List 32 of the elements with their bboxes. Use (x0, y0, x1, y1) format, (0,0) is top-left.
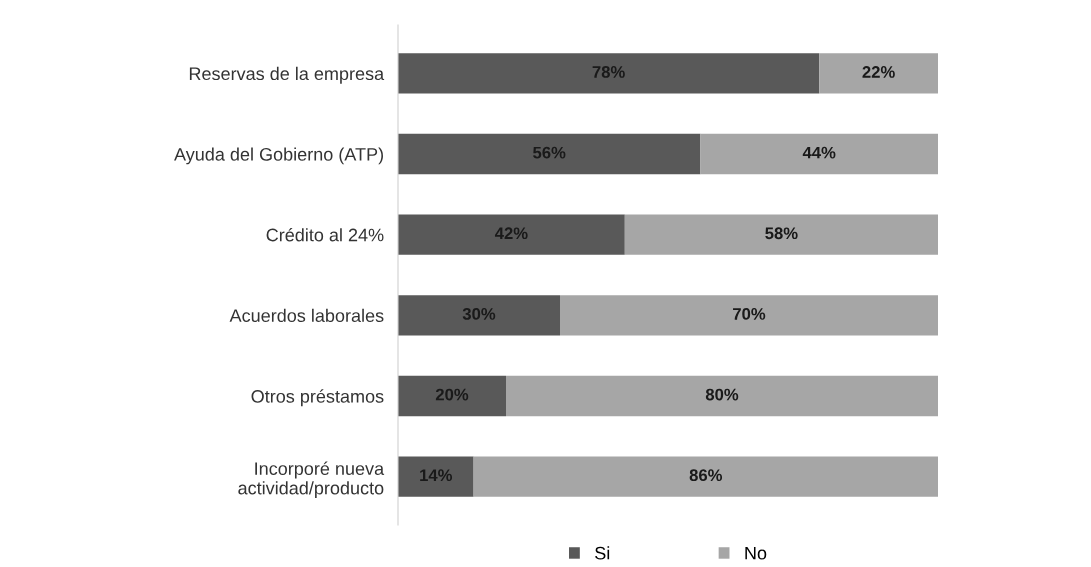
data-label: 86% (689, 469, 723, 482)
bar (560, 295, 938, 336)
data-label: 56% (533, 146, 566, 159)
legend-label: No (745, 546, 767, 560)
y-tick-label: Acuerdos laborales (229, 308, 384, 323)
data-label: 70% (733, 307, 766, 320)
data-label: 14% (420, 469, 453, 482)
bar (473, 456, 938, 497)
y-tick-label: Otros préstamos (251, 389, 384, 407)
y-tick-label: Crédito al 24% (266, 227, 384, 242)
data-label: 58% (765, 227, 798, 240)
bar (398, 214, 625, 255)
data-label: 20% (435, 388, 469, 401)
bar (624, 214, 938, 255)
data-label: 78% (592, 66, 625, 78)
y-tick-label: Ayuda del Gobierno (ATP) (174, 147, 383, 165)
data-label: 30% (462, 307, 496, 320)
bar (700, 133, 938, 175)
data-label: 44% (802, 146, 836, 159)
bar (819, 53, 938, 94)
y-tick-label: Reservas de la empresa (189, 66, 385, 84)
bar (398, 133, 701, 175)
bar (398, 53, 820, 94)
legend-label: Si (595, 546, 610, 560)
bar (398, 456, 474, 497)
y-tick-label: Incorporé nueva actividad/producto (238, 461, 385, 499)
data-label: 42% (494, 227, 528, 240)
bar (398, 375, 506, 417)
bar (506, 375, 938, 417)
bar (398, 295, 560, 336)
data-label: 22% (862, 66, 895, 78)
data-label: 80% (705, 388, 739, 401)
